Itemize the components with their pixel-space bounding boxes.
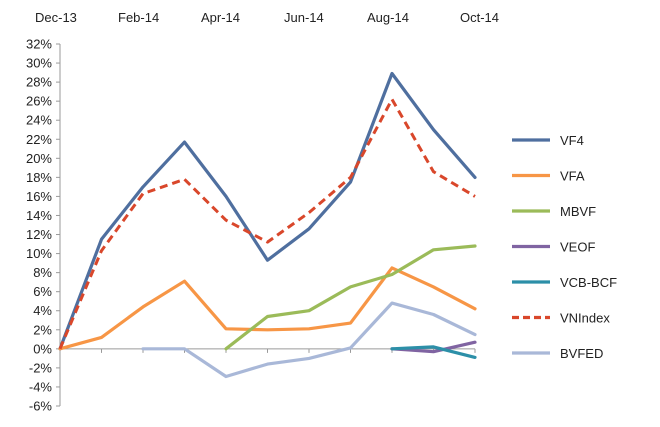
y-tick-label: 20% <box>26 151 52 166</box>
y-tick-label: 26% <box>26 94 52 109</box>
legend-label-vfa: VFA <box>560 169 585 184</box>
legend-label-vnindex: VNIndex <box>560 311 610 326</box>
x-tick-label: Oct-14 <box>460 10 499 25</box>
y-tick-label: 24% <box>26 113 52 128</box>
series-line-mbvf <box>224 244 477 351</box>
legend-label-vcb-bcf: VCB-BCF <box>560 275 617 290</box>
x-axis-tick-labels: Dec-13 Feb-14 Apr-14 Jun-14 Aug-14 Oct-14 <box>35 10 499 25</box>
y-tick-label: 12% <box>26 227 52 242</box>
series-line-vcb-bcf <box>390 345 477 359</box>
y-tick-label: 4% <box>33 303 52 318</box>
y-tick-label: 0% <box>33 341 52 356</box>
legend: VF4 VFA MBVF VEOF VCB-BCF VNIndex BVFED <box>512 133 617 361</box>
y-tick-label: 16% <box>26 189 52 204</box>
x-tick-label: Jun-14 <box>284 10 324 25</box>
series-line-vnindex <box>58 97 476 350</box>
y-tick-label: 14% <box>26 208 52 223</box>
y-tick-label: -2% <box>29 360 53 375</box>
series-line-vfa <box>58 266 477 351</box>
legend-label-vf4: VF4 <box>560 133 584 148</box>
y-tick-label: 30% <box>26 56 52 71</box>
y-tick-label: 22% <box>26 132 52 147</box>
x-tick-label: Feb-14 <box>118 10 159 25</box>
x-tick-label: Aug-14 <box>367 10 409 25</box>
series-lines <box>58 71 477 379</box>
y-tick-label: 10% <box>26 246 52 261</box>
y-tick-label: 2% <box>33 322 52 337</box>
y-tick-label: 6% <box>33 284 52 299</box>
y-tick-label: 8% <box>33 265 52 280</box>
legend-label-bvfed: BVFED <box>560 346 603 361</box>
y-tick-label: -4% <box>29 379 53 394</box>
series-line-bvfed <box>141 301 477 379</box>
x-tick-label: Apr-14 <box>201 10 240 25</box>
y-tick-label: 18% <box>26 170 52 185</box>
series-line-vf4 <box>58 71 477 351</box>
legend-label-veof: VEOF <box>560 240 595 255</box>
y-axis-tick-labels: 32% 30% 28% 26% 24% 22% 20% 18% 16% 14% 12% 10% 8% 6%… <box>26 37 52 414</box>
y-tick-label: 28% <box>26 75 52 90</box>
y-tick-label: 32% <box>26 37 52 52</box>
y-tick-label: -6% <box>29 399 53 414</box>
legend-label-mbvf: MBVF <box>560 204 596 219</box>
x-tick-label: Dec-13 <box>35 10 77 25</box>
